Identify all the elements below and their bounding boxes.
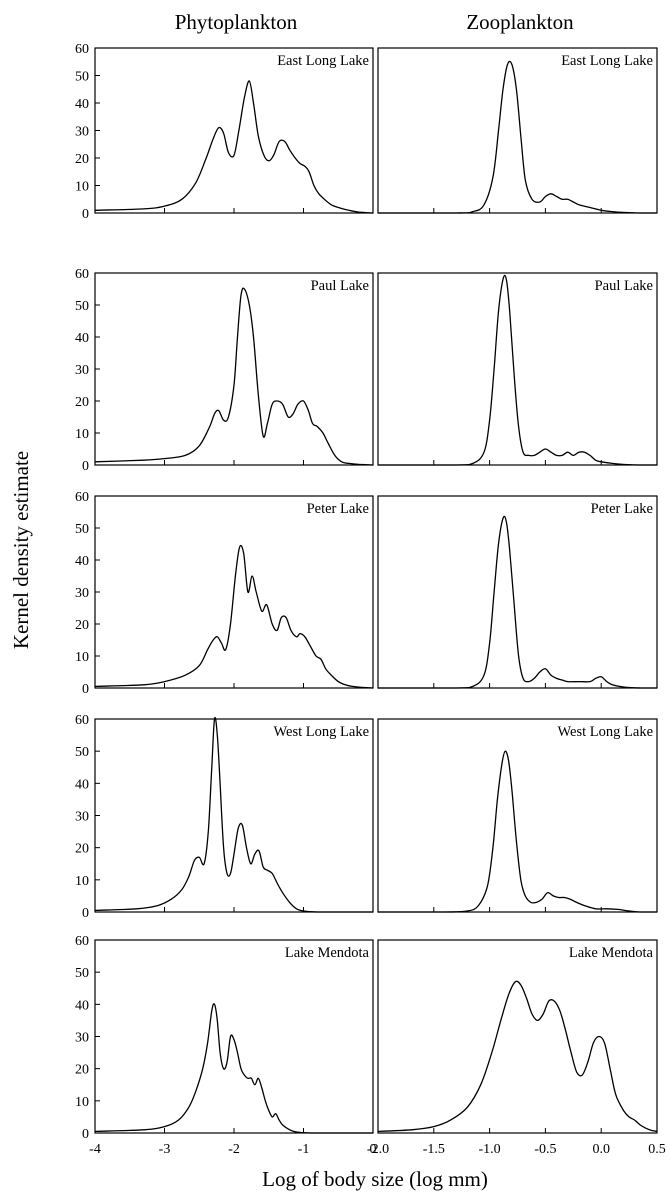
panel-lake-mendota-phytoplankton-ytick-label-2: 20 bbox=[75, 1063, 89, 1078]
panel-east-long-lake-zooplankton-density-curve-0 bbox=[378, 60, 657, 214]
panel-paul-lake-phytoplankton-ytick-label-5: 50 bbox=[75, 299, 89, 314]
panel-east-long-lake-phytoplankton-ytick-label-3: 30 bbox=[75, 125, 89, 140]
panel-lake-mendota-phytoplankton-xtick-label-4: 0 bbox=[370, 1142, 377, 1157]
panel-east-long-lake-phytoplankton-ytick-label-4: 40 bbox=[75, 97, 89, 112]
panel-east-long-lake-zooplankton-frame bbox=[377, 47, 658, 214]
panel-west-long-lake-phytoplankton-ytick-label-1: 10 bbox=[75, 874, 89, 889]
panel-west-long-lake-zooplankton-density-curve-0 bbox=[378, 750, 657, 913]
panel-paul-lake-phytoplankton-density-curve-0 bbox=[94, 287, 374, 466]
panel-lake-mendota-phytoplankton-ytick-label-1: 10 bbox=[75, 1095, 89, 1110]
panel-paul-lake-phytoplankton-ytick-label-4: 40 bbox=[75, 331, 89, 346]
panel-lake-mendota-phytoplankton-title: Lake Mendota bbox=[285, 945, 370, 961]
panel-west-long-lake-zooplankton-title: West Long Lake bbox=[558, 724, 653, 740]
panel-west-long-lake-phytoplankton-density-curve-0 bbox=[94, 717, 373, 913]
panel-lake-mendota-phytoplankton-ytick-label-6: 60 bbox=[75, 934, 89, 949]
panel-peter-lake-phytoplankton-ytick-label-1: 10 bbox=[75, 650, 89, 665]
panel-peter-lake-zooplankton-title: Peter Lake bbox=[591, 501, 653, 517]
panel-west-long-lake-zooplankton-frame bbox=[377, 718, 658, 913]
panel-paul-lake-zooplankton-frame bbox=[377, 272, 658, 466]
panel-west-long-lake-zooplankton: West Long Lake bbox=[377, 718, 658, 913]
panel-lake-mendota-zooplankton-xtick-label-0: -2.0 bbox=[367, 1142, 389, 1157]
panel-peter-lake-zooplankton: Peter Lake bbox=[377, 495, 658, 689]
panel-peter-lake-phytoplankton-ytick-label-6: 60 bbox=[75, 490, 89, 505]
panel-lake-mendota-zooplankton-xtick-label-5: 0.5 bbox=[648, 1142, 666, 1157]
panel-peter-lake-zooplankton-frame bbox=[377, 495, 658, 689]
panel-lake-mendota-zooplankton-xtick-label-2: -1.0 bbox=[479, 1142, 501, 1157]
panel-lake-mendota-zooplankton: -2.0 -1.5 -1.0 -0.5 0.0 0.5 Lake Mendota bbox=[367, 939, 666, 1157]
panel-east-long-lake-zooplankton: East Long Lake bbox=[377, 47, 658, 214]
panel-east-long-lake-phytoplankton-title: East Long Lake bbox=[277, 53, 369, 69]
panel-peter-lake-zooplankton-density-curve-0 bbox=[377, 515, 657, 689]
panel-west-long-lake-phytoplankton-ytick-label-2: 20 bbox=[75, 842, 89, 857]
panel-paul-lake-phytoplankton: 0 10 20 30 40 50 60 Paul Lake bbox=[75, 267, 374, 474]
panel-lake-mendota-phytoplankton-xtick-label-0: -4 bbox=[89, 1142, 101, 1157]
panel-lake-mendota-zooplankton-title: Lake Mendota bbox=[569, 945, 654, 961]
column-title-phytoplankton: Phytoplankton bbox=[175, 10, 298, 34]
panel-paul-lake-phytoplankton-ytick-label-3: 30 bbox=[75, 363, 89, 378]
panel-paul-lake-zooplankton-title: Paul Lake bbox=[595, 278, 653, 294]
panel-peter-lake-phytoplankton-ytick-label-0: 0 bbox=[82, 682, 89, 697]
panel-lake-mendota-phytoplankton-density-curve-0 bbox=[94, 1003, 373, 1134]
panel-lake-mendota-phytoplankton-xtick-label-2: -2 bbox=[228, 1142, 240, 1157]
panel-lake-mendota-phytoplankton-ytick-label-0: 0 bbox=[82, 1127, 89, 1142]
panel-east-long-lake-phytoplankton-frame bbox=[94, 47, 374, 214]
panel-west-long-lake-phytoplankton-frame bbox=[94, 718, 374, 913]
panel-lake-mendota-phytoplankton-ytick-label-5: 50 bbox=[75, 966, 89, 981]
panel-west-long-lake-phytoplankton-ytick-label-4: 40 bbox=[75, 777, 89, 792]
panel-west-long-lake-phytoplankton-ytick-label-6: 60 bbox=[75, 713, 89, 728]
panel-peter-lake-phytoplankton: 0 10 20 30 40 50 60 Peter Lake bbox=[75, 490, 374, 697]
panel-grid: 0 10 20 30 40 50 60 East Long Lake East Long Lak… bbox=[75, 42, 666, 1157]
panel-east-long-lake-phytoplankton: 0 10 20 30 40 50 60 East Long Lake bbox=[75, 42, 374, 222]
panel-west-long-lake-phytoplankton-ytick-label-3: 30 bbox=[75, 810, 89, 825]
panel-lake-mendota-phytoplankton-ytick-label-3: 30 bbox=[75, 1031, 89, 1046]
column-title-zooplankton: Zooplankton bbox=[466, 10, 574, 34]
panel-lake-mendota-phytoplankton: 0 10 20 30 40 50 60 -4 -3 -2 -1 0 Lake Mendota bbox=[75, 934, 377, 1157]
panel-east-long-lake-phytoplankton-ytick-label-6: 60 bbox=[75, 42, 89, 57]
panel-paul-lake-phytoplankton-frame bbox=[94, 272, 374, 466]
panel-peter-lake-phytoplankton-ytick-label-2: 20 bbox=[75, 618, 89, 633]
panel-lake-mendota-zooplankton-xtick-label-3: -0.5 bbox=[534, 1142, 556, 1157]
panel-peter-lake-phytoplankton-density-curve-0 bbox=[94, 544, 374, 689]
panel-peter-lake-phytoplankton-ytick-label-3: 30 bbox=[75, 586, 89, 601]
panel-peter-lake-phytoplankton-ytick-label-4: 40 bbox=[75, 554, 89, 569]
panel-west-long-lake-phytoplankton: 0 10 20 30 40 50 60 West Long Lake bbox=[75, 713, 374, 921]
panel-paul-lake-phytoplankton-ytick-label-2: 20 bbox=[75, 395, 89, 410]
panel-paul-lake-zooplankton: Paul Lake bbox=[377, 272, 658, 466]
panel-west-long-lake-phytoplankton-ytick-label-0: 0 bbox=[82, 906, 89, 921]
panel-lake-mendota-phytoplankton-xtick-label-1: -3 bbox=[159, 1142, 171, 1157]
panel-east-long-lake-phytoplankton-ytick-label-0: 0 bbox=[82, 207, 89, 222]
panel-lake-mendota-zooplankton-xtick-label-1: -1.5 bbox=[423, 1142, 445, 1157]
panel-lake-mendota-phytoplankton-xtick-label-3: -1 bbox=[298, 1142, 310, 1157]
panel-paul-lake-phytoplankton-ytick-label-6: 60 bbox=[75, 267, 89, 282]
panel-east-long-lake-phytoplankton-ytick-label-2: 20 bbox=[75, 152, 89, 167]
panel-west-long-lake-phytoplankton-title: West Long Lake bbox=[274, 724, 369, 740]
panel-east-long-lake-phytoplankton-ytick-label-1: 10 bbox=[75, 180, 89, 195]
panel-lake-mendota-phytoplankton-ytick-label-4: 40 bbox=[75, 998, 89, 1013]
panel-paul-lake-phytoplankton-ytick-label-0: 0 bbox=[82, 459, 89, 474]
panel-west-long-lake-phytoplankton-ytick-label-5: 50 bbox=[75, 745, 89, 760]
panel-peter-lake-phytoplankton-ytick-label-5: 50 bbox=[75, 522, 89, 537]
panel-lake-mendota-zooplankton-xtick-label-4: 0.0 bbox=[592, 1142, 610, 1157]
panel-east-long-lake-phytoplankton-density-curve-0 bbox=[94, 80, 374, 214]
panel-paul-lake-phytoplankton-title: Paul Lake bbox=[311, 278, 369, 294]
panel-paul-lake-zooplankton-density-curve-0 bbox=[378, 274, 657, 466]
panel-lake-mendota-phytoplankton-frame bbox=[94, 939, 374, 1134]
panel-east-long-lake-zooplankton-title: East Long Lake bbox=[561, 53, 653, 69]
y-axis-label: Kernel density estimate bbox=[9, 451, 33, 649]
panel-paul-lake-phytoplankton-ytick-label-1: 10 bbox=[75, 427, 89, 442]
panel-east-long-lake-phytoplankton-ytick-label-5: 50 bbox=[75, 70, 89, 85]
panel-peter-lake-phytoplankton-title: Peter Lake bbox=[307, 501, 369, 517]
panel-lake-mendota-zooplankton-density-curve-0 bbox=[377, 980, 658, 1133]
panel-lake-mendota-zooplankton-frame bbox=[377, 939, 658, 1134]
x-axis-label: Log of body size (log mm) bbox=[262, 1167, 488, 1191]
